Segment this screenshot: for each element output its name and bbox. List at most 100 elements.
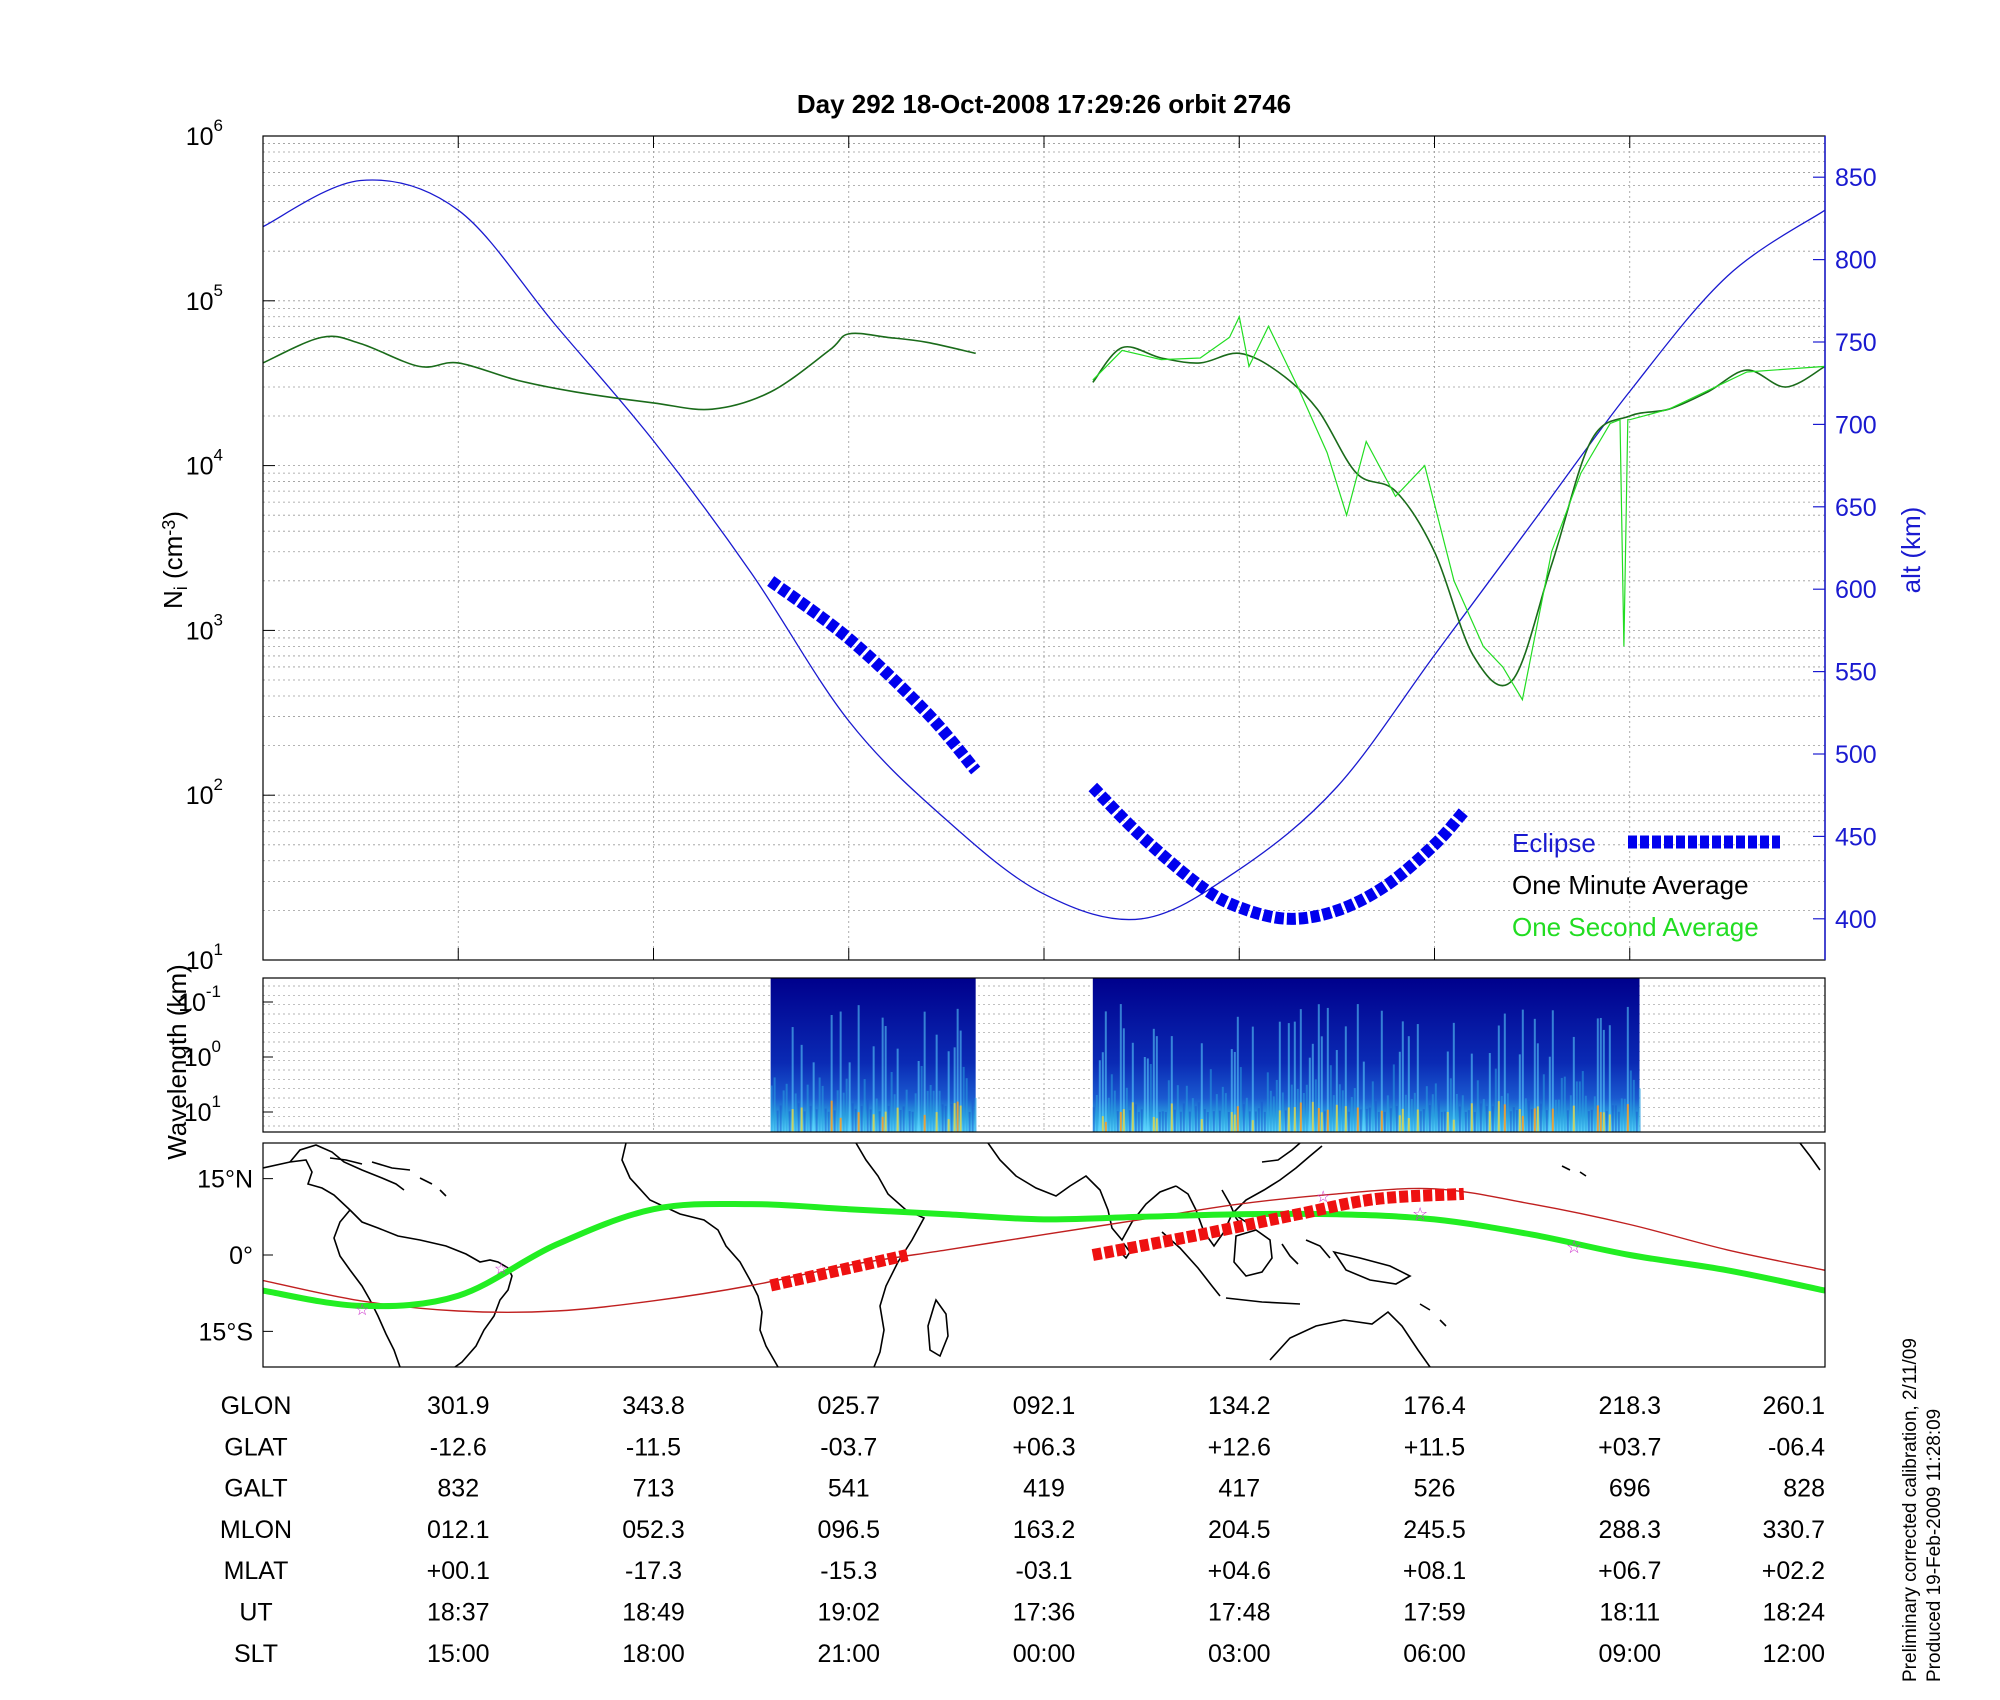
- spectrogram-hotspot: [1311, 1101, 1314, 1132]
- table-cell: +03.7: [1598, 1433, 1661, 1461]
- density-one-second-series: [1092, 314, 1825, 702]
- spectrogram-streak: [1353, 1088, 1356, 1132]
- spectrogram-hotspot: [1497, 1101, 1500, 1132]
- spectrogram-streak: [1095, 1094, 1098, 1132]
- spectrogram-streak: [1437, 1099, 1440, 1132]
- spectrogram-streak: [929, 1084, 932, 1132]
- spectrogram-hotspot: [1251, 1120, 1254, 1132]
- spectrogram-streak: [1257, 1108, 1260, 1132]
- spectrogram-streak: [1125, 1087, 1128, 1132]
- spectrogram-hotspot: [1278, 1110, 1281, 1132]
- spectrogram-streak: [1155, 1036, 1158, 1132]
- spectrogram-streak: [971, 1100, 974, 1132]
- station-star-icon: ☆: [1316, 1189, 1330, 1206]
- spectrogram-hotspot: [791, 1109, 794, 1132]
- spectrogram-streak: [1452, 1022, 1455, 1132]
- spectrogram-streak: [962, 1066, 965, 1132]
- map-panel: ☆ ☆ ☆ ☆ ☆ 15°N 0° 15°S: [197, 1142, 1826, 1368]
- magnetic-equator-line: [263, 1187, 1825, 1313]
- spectrogram-streak: [1272, 1096, 1275, 1132]
- eclipse-segment: [767, 576, 981, 775]
- spectrogram-streak: [1398, 1051, 1401, 1132]
- table-cell: 260.1: [1762, 1392, 1825, 1420]
- spectrogram-hotspot: [953, 1103, 956, 1132]
- table-cell: 096.5: [817, 1516, 880, 1544]
- table-row-header: UT: [239, 1599, 272, 1627]
- spectrogram-streak: [1296, 1088, 1299, 1132]
- spectrogram-streak: [833, 1110, 836, 1132]
- table-cell: 18:11: [1599, 1599, 1660, 1627]
- spectrogram-streak: [1617, 1111, 1620, 1132]
- spectrogram-streak: [869, 1109, 872, 1132]
- spectrogram-streak: [818, 1077, 821, 1132]
- spectrogram-streak: [1410, 1098, 1413, 1132]
- spectrogram-streak: [941, 1104, 944, 1132]
- density-y-label: Ni (cm-3): [158, 511, 191, 609]
- spectrogram-hotspot: [1356, 1107, 1359, 1132]
- spectrogram-hotspot: [1155, 1118, 1158, 1132]
- spectrogram-streak: [1503, 1013, 1506, 1132]
- spectrogram-streak: [1161, 1111, 1164, 1132]
- table-cell: 417: [1218, 1475, 1260, 1503]
- spectrogram-hotspot: [1533, 1108, 1536, 1132]
- spectrogram-hotspot: [1572, 1105, 1575, 1132]
- spectrogram-streak: [809, 1105, 812, 1132]
- spectrogram-streak: [1107, 1097, 1110, 1132]
- spectrogram-streak: [1260, 1101, 1263, 1132]
- density-gridlines: [263, 136, 1825, 961]
- spectrogram-streak: [1419, 1111, 1422, 1132]
- spectrogram-hotspot: [800, 1107, 803, 1132]
- table-cell: -06.4: [1768, 1433, 1825, 1461]
- eclipse-series: [767, 576, 1469, 925]
- spectrogram-streak: [1149, 1064, 1152, 1132]
- spectrogram-streak: [1509, 1111, 1512, 1132]
- table-cell: 696: [1609, 1475, 1651, 1503]
- spectrogram-streak: [920, 1065, 923, 1132]
- spectrogram-streak: [1473, 1111, 1476, 1132]
- spectrogram-streak: [947, 1051, 950, 1132]
- spectrogram-hotspot: [1446, 1111, 1449, 1132]
- table-cell: -03.7: [820, 1433, 877, 1461]
- density-one-minute-line: [1092, 345, 1825, 687]
- spectrogram-streak: [839, 1011, 842, 1132]
- footer: Preliminary corrected calibration, 2/11/…: [1900, 1338, 1945, 1682]
- coastline-caribbean: [329, 1157, 447, 1197]
- spectrogram-streak: [1428, 1105, 1431, 1132]
- spectrogram-streak: [866, 1099, 869, 1132]
- wavelength-tick-exponent: 1: [212, 1092, 221, 1111]
- spectrogram-hotspot: [923, 1114, 926, 1132]
- table-cell: +06.7: [1598, 1557, 1661, 1585]
- spectrogram-streak: [1104, 1011, 1107, 1132]
- wavelength-tick-exponent: 0: [212, 1037, 221, 1056]
- spectrogram-hotspot: [1602, 1112, 1605, 1132]
- altitude-tick-label: 700: [1835, 411, 1877, 439]
- legend-eclipse-label: Eclipse: [1512, 828, 1596, 858]
- spectrogram-streak: [1227, 1111, 1230, 1132]
- spectrogram-streak: [1524, 1098, 1527, 1132]
- spectrogram-streak: [1536, 1043, 1539, 1132]
- y-tick-exponent: 6: [214, 116, 223, 135]
- spectrogram-hotspot: [881, 1116, 884, 1132]
- spectrogram-streak: [1506, 1093, 1509, 1132]
- spectrogram-streak: [1290, 1084, 1293, 1132]
- spectrogram-hotspot: [1536, 1106, 1539, 1132]
- spectrogram-streak: [1374, 1101, 1377, 1132]
- legend-one-second-label: One Second Average: [1512, 912, 1759, 942]
- spectrogram-streak: [1416, 1024, 1419, 1132]
- spectrogram-streak: [1320, 1036, 1323, 1132]
- spectrogram-streak: [1131, 1042, 1134, 1132]
- spectrogram-streak: [1404, 1094, 1407, 1132]
- spectrogram-streak: [1194, 1106, 1197, 1132]
- table-cell: +08.1: [1403, 1557, 1466, 1585]
- spectrogram-streak: [1512, 1107, 1515, 1132]
- spectrogram-streak: [923, 1011, 926, 1132]
- station-stars: ☆ ☆ ☆ ☆ ☆: [355, 1189, 1582, 1319]
- spectrogram-streak: [830, 1014, 833, 1132]
- station-star-icon: ☆: [494, 1261, 508, 1278]
- table-cell: -12.6: [430, 1433, 487, 1461]
- spectrogram-streak: [1263, 1111, 1266, 1132]
